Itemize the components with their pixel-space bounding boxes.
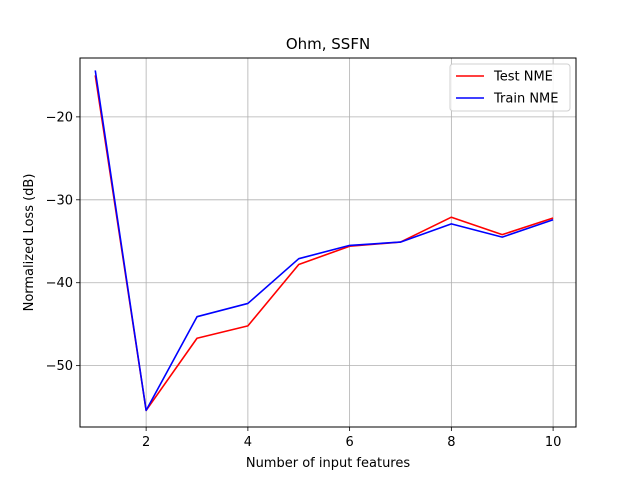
x-tick-label: 6 [345, 435, 353, 450]
legend-label: Test NME [493, 70, 553, 85]
y-tick-label: −30 [46, 193, 73, 208]
x-tick-label: 8 [447, 435, 455, 450]
y-axis-title: Normalized Loss (dB) [22, 174, 37, 312]
x-tick-label: 2 [142, 435, 150, 450]
grid [80, 58, 576, 427]
axis-ticks: 2 4 6 8 10 −50 −40 −30 −20 [46, 110, 562, 450]
series-line-1 [94, 70, 554, 412]
legend-label: Train NME [493, 92, 558, 107]
chart-title: Ohm, SSFN [286, 35, 370, 53]
y-tick-label: −40 [46, 276, 73, 291]
x-tick-label: 4 [244, 435, 252, 450]
plot-frame [79, 57, 577, 428]
x-axis-title: Number of input features [246, 456, 411, 471]
legend: Test NME Train NME [449, 63, 571, 112]
y-tick-label: −20 [46, 110, 73, 125]
series-group [94, 70, 554, 412]
series-line-0 [94, 75, 554, 412]
x-tick-label: 10 [545, 435, 562, 450]
y-tick-label: −50 [46, 359, 73, 374]
